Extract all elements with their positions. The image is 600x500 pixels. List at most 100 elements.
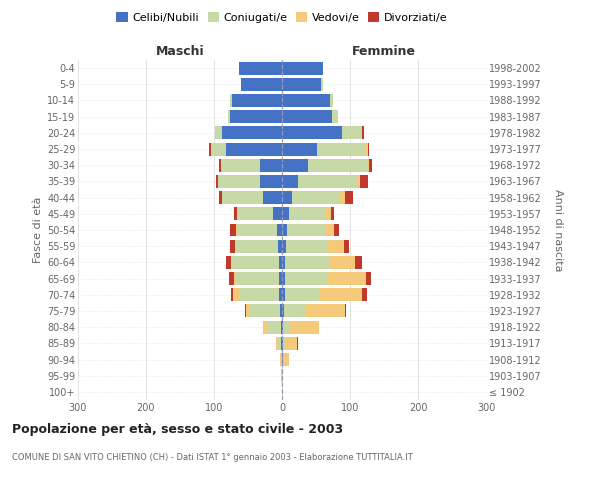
Bar [320, 288, 362, 301]
Bar [282, 353, 283, 366]
Bar [250, 304, 280, 318]
Bar [284, 304, 306, 318]
Bar [234, 272, 236, 285]
Bar [284, 353, 289, 366]
Y-axis label: Fasce di età: Fasce di età [32, 197, 43, 263]
Bar [226, 142, 282, 156]
Bar [245, 304, 246, 318]
Bar [282, 208, 289, 220]
Bar [218, 175, 260, 188]
Bar [345, 191, 353, 204]
Bar [227, 110, 230, 123]
Bar [367, 272, 371, 285]
Bar [332, 110, 338, 123]
Bar [236, 224, 238, 236]
Bar [282, 240, 286, 252]
Bar [230, 94, 232, 107]
Bar [220, 191, 222, 204]
Bar [361, 126, 362, 140]
Bar [369, 159, 372, 172]
Bar [367, 142, 368, 156]
Bar [283, 320, 290, 334]
Bar [237, 208, 238, 220]
Bar [297, 337, 298, 350]
Bar [355, 256, 362, 269]
Bar [282, 94, 329, 107]
Bar [268, 320, 281, 334]
Bar [235, 240, 236, 252]
Bar [278, 272, 282, 285]
Bar [276, 337, 278, 350]
Bar [222, 126, 282, 140]
Bar [282, 272, 286, 285]
Bar [282, 62, 323, 74]
Bar [221, 159, 260, 172]
Bar [283, 353, 284, 366]
Bar [236, 240, 278, 252]
Bar [278, 337, 281, 350]
Bar [282, 224, 287, 236]
Bar [246, 304, 250, 318]
Bar [231, 288, 233, 301]
Bar [281, 353, 282, 366]
Bar [232, 256, 278, 269]
Bar [239, 62, 282, 74]
Bar [215, 126, 222, 140]
Bar [278, 288, 282, 301]
Text: Popolazione per età, sesso e stato civile - 2003: Popolazione per età, sesso e stato civil… [12, 422, 343, 436]
Legend: Celibi/Nubili, Coniugati/e, Vedovi/e, Divorziati/e: Celibi/Nubili, Coniugati/e, Vedovi/e, Di… [112, 8, 452, 28]
Bar [331, 208, 334, 220]
Bar [230, 224, 236, 236]
Bar [282, 78, 322, 91]
Bar [283, 337, 286, 350]
Bar [360, 175, 368, 188]
Bar [278, 256, 282, 269]
Bar [260, 175, 282, 188]
Bar [367, 159, 369, 172]
Bar [306, 304, 344, 318]
Bar [287, 224, 326, 236]
Bar [342, 126, 361, 140]
Bar [322, 78, 323, 91]
Bar [233, 288, 239, 301]
Bar [329, 94, 333, 107]
Bar [290, 320, 319, 334]
Bar [238, 208, 273, 220]
Bar [334, 224, 339, 236]
Bar [282, 304, 284, 318]
Bar [263, 320, 268, 334]
Bar [292, 191, 340, 204]
Bar [278, 240, 282, 252]
Bar [282, 288, 285, 301]
Bar [285, 288, 320, 301]
Bar [231, 256, 232, 269]
Bar [282, 337, 283, 350]
Bar [317, 142, 367, 156]
Bar [282, 142, 317, 156]
Bar [282, 110, 332, 123]
Bar [368, 142, 369, 156]
Bar [362, 126, 364, 140]
Bar [211, 142, 226, 156]
Text: Femmine: Femmine [352, 44, 416, 58]
Bar [230, 110, 282, 123]
Bar [216, 175, 218, 188]
Bar [239, 288, 278, 301]
Bar [280, 353, 281, 366]
Bar [273, 208, 282, 220]
Bar [222, 191, 263, 204]
Bar [226, 256, 231, 269]
Bar [282, 126, 342, 140]
Bar [282, 320, 283, 334]
Bar [344, 240, 349, 252]
Bar [286, 256, 329, 269]
Bar [308, 159, 367, 172]
Bar [220, 159, 221, 172]
Bar [280, 304, 282, 318]
Bar [328, 272, 367, 285]
Bar [326, 224, 334, 236]
Bar [238, 224, 277, 236]
Bar [358, 175, 360, 188]
Bar [340, 191, 345, 204]
Bar [209, 142, 211, 156]
